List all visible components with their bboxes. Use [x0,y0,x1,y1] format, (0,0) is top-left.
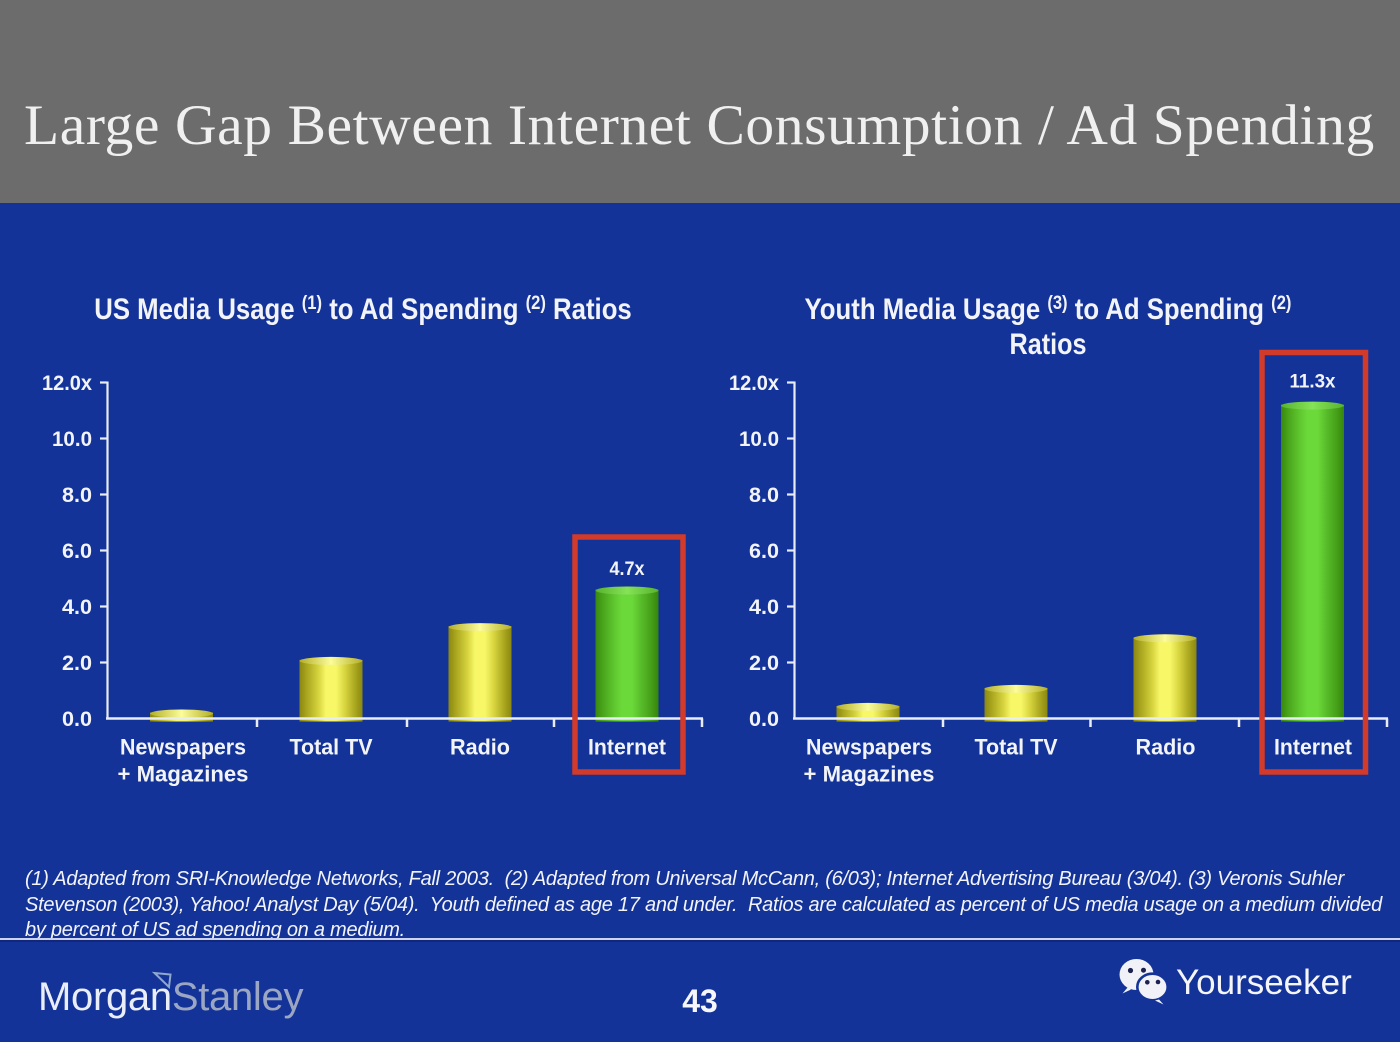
svg-text:12.0x: 12.0x [42,372,92,395]
svg-text:8.0: 8.0 [62,484,92,507]
svg-text:10.0: 10.0 [739,428,779,451]
svg-text:2.0: 2.0 [62,652,92,675]
svg-text:Newspapers: Newspapers [806,735,932,760]
svg-text:Radio: Radio [450,735,510,760]
svg-text:4.0: 4.0 [62,596,92,619]
svg-text:Youth Media Usage (3) to Ad Sp: Youth Media Usage (3) to Ad Spending (2) [805,292,1292,325]
svg-text:10.0: 10.0 [52,428,92,451]
svg-text:0.0: 0.0 [62,708,92,731]
svg-text:0.0: 0.0 [749,708,779,731]
svg-text:+ Magazines: + Magazines [118,762,249,787]
svg-text:US Media Usage (1) to Ad Spend: US Media Usage (1) to Ad Spending (2) Ra… [94,292,632,325]
svg-text:4.0: 4.0 [749,596,779,619]
svg-text:Ratios: Ratios [1010,328,1087,361]
svg-text:2.0: 2.0 [749,652,779,675]
svg-text:12.0x: 12.0x [729,372,779,395]
svg-text:Internet: Internet [588,735,666,760]
svg-text:4.7x: 4.7x [610,559,645,580]
svg-text:Newspapers: Newspapers [120,735,246,760]
svg-text:6.0: 6.0 [62,540,92,563]
svg-text:Total TV: Total TV [290,735,373,760]
svg-text:6.0: 6.0 [749,540,779,563]
svg-text:Radio: Radio [1136,735,1196,760]
svg-text:11.3x: 11.3x [1290,372,1336,393]
svg-text:8.0: 8.0 [749,484,779,507]
svg-text:+ Magazines: + Magazines [804,762,935,787]
svg-text:Internet: Internet [1274,735,1352,760]
svg-text:Total TV: Total TV [975,735,1058,760]
